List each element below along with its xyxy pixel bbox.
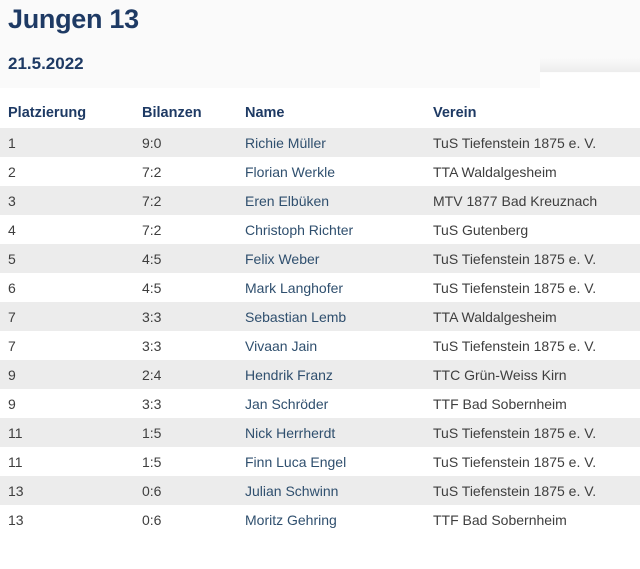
player-name-link[interactable]: Christoph Richter bbox=[245, 221, 354, 238]
player-name-link[interactable]: Finn Luca Engel bbox=[245, 453, 347, 470]
rank-cell: 3 bbox=[8, 192, 16, 209]
table-row: 5 4:5 Felix Weber TuS Tiefenstein 1875 e… bbox=[0, 244, 640, 273]
club-cell: TuS Tiefenstein 1875 e. V. bbox=[433, 337, 597, 354]
record-cell: 3:3 bbox=[142, 395, 162, 412]
player-name-link[interactable]: Moritz Gehring bbox=[245, 511, 337, 528]
record-cell: 4:5 bbox=[142, 279, 162, 296]
table-body: 1 9:0 Richie Müller TuS Tiefenstein 1875… bbox=[0, 128, 640, 534]
table-row: 3 7:2 Eren Elbüken MTV 1877 Bad Kreuznac… bbox=[0, 186, 640, 215]
page-header: Jungen 13 21.5.2022 bbox=[0, 0, 640, 88]
club-cell: TuS Tiefenstein 1875 e. V. bbox=[433, 250, 597, 267]
player-name-link[interactable]: Nick Herrherdt bbox=[245, 424, 336, 441]
club-cell: TuS Tiefenstein 1875 e. V. bbox=[433, 482, 597, 499]
table-row: 9 3:3 Jan Schröder TTF Bad Sobernheim bbox=[0, 389, 640, 418]
date-label: 21.5.2022 bbox=[8, 54, 84, 73]
record-cell: 7:2 bbox=[142, 221, 162, 238]
record-cell: 1:5 bbox=[142, 453, 162, 470]
rank-cell: 2 bbox=[8, 163, 16, 180]
player-name-link[interactable]: Florian Werkle bbox=[245, 163, 335, 180]
record-cell: 3:3 bbox=[142, 308, 162, 325]
record-cell: 9:0 bbox=[142, 134, 162, 151]
record-cell: 7:2 bbox=[142, 192, 162, 209]
rank-cell: 9 bbox=[8, 395, 16, 412]
player-name-link[interactable]: Vivaan Jain bbox=[245, 337, 318, 354]
record-cell: 7:2 bbox=[142, 163, 162, 180]
club-cell: TuS Gutenberg bbox=[433, 221, 529, 238]
table-row: 2 7:2 Florian Werkle TTA Waldalgesheim bbox=[0, 157, 640, 186]
rank-cell: 11 bbox=[8, 453, 23, 470]
column-header-platzierung: Platzierung bbox=[8, 105, 87, 121]
rank-cell: 9 bbox=[8, 366, 16, 383]
rank-cell: 4 bbox=[8, 221, 16, 238]
rank-cell: 1 bbox=[8, 134, 16, 151]
player-name-link[interactable]: Felix Weber bbox=[245, 250, 320, 267]
page-title: Jungen 13 bbox=[8, 4, 139, 34]
table-row: 11 1:5 Finn Luca Engel TuS Tiefenstein 1… bbox=[0, 447, 640, 476]
record-cell: 2:4 bbox=[142, 366, 162, 383]
table-header-row: Platzierung Bilanzen Name Verein bbox=[0, 98, 640, 128]
record-cell: 4:5 bbox=[142, 250, 162, 267]
player-name-link[interactable]: Richie Müller bbox=[245, 134, 326, 151]
column-header-name: Name bbox=[245, 105, 285, 121]
table-row: 1 9:0 Richie Müller TuS Tiefenstein 1875… bbox=[0, 128, 640, 157]
club-cell: TuS Tiefenstein 1875 e. V. bbox=[433, 453, 597, 470]
record-cell: 1:5 bbox=[142, 424, 162, 441]
table-row: 11 1:5 Nick Herrherdt TuS Tiefenstein 18… bbox=[0, 418, 640, 447]
rank-cell: 13 bbox=[8, 511, 24, 528]
table-row: 13 0:6 Moritz Gehring TTF Bad Sobernheim bbox=[0, 505, 640, 534]
header-notch bbox=[540, 58, 640, 88]
player-name-link[interactable]: Jan Schröder bbox=[245, 395, 329, 412]
rank-cell: 13 bbox=[8, 482, 24, 499]
rank-cell: 11 bbox=[8, 424, 23, 441]
results-table: Platzierung Bilanzen Name Verein 1 9:0 R… bbox=[0, 98, 640, 534]
table-row: 7 3:3 Vivaan Jain TuS Tiefenstein 1875 e… bbox=[0, 331, 640, 360]
player-name-link[interactable]: Eren Elbüken bbox=[245, 192, 330, 209]
record-cell: 3:3 bbox=[142, 337, 162, 354]
player-name-link[interactable]: Sebastian Lemb bbox=[245, 308, 347, 325]
rank-cell: 7 bbox=[8, 308, 16, 325]
club-cell: TTF Bad Sobernheim bbox=[433, 395, 567, 412]
table-row: 7 3:3 Sebastian Lemb TTA Waldalgesheim bbox=[0, 302, 640, 331]
rank-cell: 7 bbox=[8, 337, 16, 354]
player-name-link[interactable]: Julian Schwinn bbox=[245, 482, 339, 499]
player-name-link[interactable]: Mark Langhofer bbox=[245, 279, 344, 296]
rank-cell: 6 bbox=[8, 279, 16, 296]
club-cell: TuS Tiefenstein 1875 e. V. bbox=[433, 279, 597, 296]
table-row: 6 4:5 Mark Langhofer TuS Tiefenstein 187… bbox=[0, 273, 640, 302]
column-header-bilanzen: Bilanzen bbox=[142, 105, 202, 121]
club-cell: TuS Tiefenstein 1875 e. V. bbox=[433, 134, 597, 151]
record-cell: 0:6 bbox=[142, 511, 162, 528]
club-cell: TTA Waldalgesheim bbox=[433, 163, 557, 180]
rank-cell: 5 bbox=[8, 250, 16, 267]
club-cell: TTA Waldalgesheim bbox=[433, 308, 557, 325]
table-row: 9 2:4 Hendrik Franz TTC Grün-Weiss Kirn bbox=[0, 360, 640, 389]
table-row: 13 0:6 Julian Schwinn TuS Tiefenstein 18… bbox=[0, 476, 640, 505]
club-cell: TTF Bad Sobernheim bbox=[433, 511, 567, 528]
record-cell: 0:6 bbox=[142, 482, 162, 499]
club-cell: TuS Tiefenstein 1875 e. V. bbox=[433, 424, 597, 441]
player-name-link[interactable]: Hendrik Franz bbox=[245, 366, 333, 383]
table-row: 4 7:2 Christoph Richter TuS Gutenberg bbox=[0, 215, 640, 244]
column-header-verein: Verein bbox=[433, 105, 477, 121]
club-cell: MTV 1877 Bad Kreuznach bbox=[433, 192, 598, 209]
club-cell: TTC Grün-Weiss Kirn bbox=[433, 366, 567, 383]
